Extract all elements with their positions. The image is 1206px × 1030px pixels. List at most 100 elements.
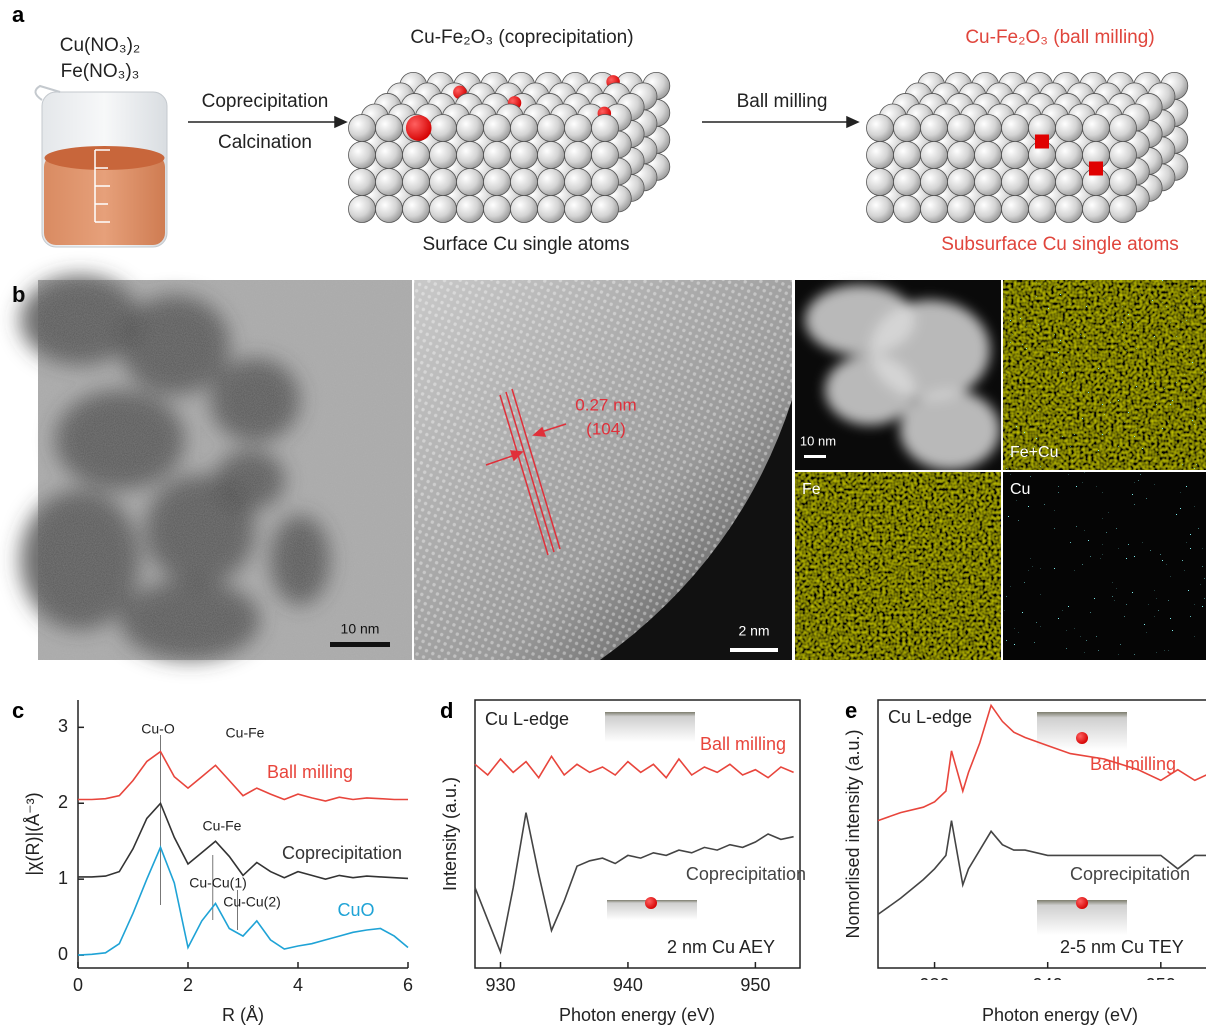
series-line xyxy=(475,756,794,777)
atom xyxy=(484,142,511,169)
atom xyxy=(565,169,592,196)
x-tick-label: 940 xyxy=(1033,975,1063,995)
tem-image xyxy=(20,275,412,660)
atom xyxy=(1056,115,1083,142)
annotation: 2-5 nm Cu TEY xyxy=(1060,937,1184,957)
y-tick-label: 0 xyxy=(58,944,68,964)
atom xyxy=(565,142,592,169)
atom xyxy=(457,115,484,142)
map-label: Cu xyxy=(1010,481,1030,498)
atom xyxy=(511,142,538,169)
atom xyxy=(948,196,975,223)
panel-label: b xyxy=(12,282,25,307)
atom xyxy=(430,115,457,142)
atom xyxy=(921,115,948,142)
map-label: Fe+Cu xyxy=(1010,444,1058,461)
annotation: Cu-Cu(2) xyxy=(223,894,281,910)
x-tick-label: 950 xyxy=(1146,975,1176,995)
lattice-spacing: 0.27 nm xyxy=(575,395,636,414)
atom xyxy=(1083,115,1110,142)
atom xyxy=(376,169,403,196)
annotation: Cu-Fe xyxy=(226,725,265,741)
atom xyxy=(430,142,457,169)
atom xyxy=(484,196,511,223)
step-label: Calcination xyxy=(218,132,312,153)
series-line xyxy=(78,803,408,879)
x-axis-label: R (Å) xyxy=(222,1005,264,1025)
panel-label: e xyxy=(845,698,857,723)
atom xyxy=(1110,169,1137,196)
atom xyxy=(894,196,921,223)
atom xyxy=(511,196,538,223)
atom xyxy=(1002,115,1029,142)
atom xyxy=(565,196,592,223)
atom xyxy=(376,196,403,223)
atom xyxy=(538,142,565,169)
chart: 930940950Cu L-edge2 nm Cu AEYBall millin… xyxy=(475,700,806,995)
figure: a b c d e Cu(NO₃)₂ Fe(NO₃)₃ Coprecipitat… xyxy=(0,0,1206,1030)
atom xyxy=(1110,115,1137,142)
atom xyxy=(975,196,1002,223)
chart: 930940950Cu L-edge2-5 nm Cu TEYBall mill… xyxy=(878,700,1206,995)
atom xyxy=(538,115,565,142)
product-caption: Surface Cu single atoms xyxy=(423,234,630,255)
atom xyxy=(592,115,619,142)
atom-slab xyxy=(867,72,1188,222)
atom xyxy=(376,142,403,169)
annotation: Cu L-edge xyxy=(485,709,569,729)
atom xyxy=(592,169,619,196)
x-tick-label: 6 xyxy=(403,975,413,995)
series-label: CuO xyxy=(337,900,374,920)
atom xyxy=(975,115,1002,142)
atom xyxy=(538,169,565,196)
chart: 02460123Cu-OCu-FeCu-FeCu-Cu(1)Cu-Cu(2)Ba… xyxy=(58,700,413,995)
panel-label: a xyxy=(12,2,25,27)
atom xyxy=(948,115,975,142)
atom xyxy=(565,115,592,142)
atom xyxy=(511,169,538,196)
atom xyxy=(403,196,430,223)
atom xyxy=(592,196,619,223)
atom xyxy=(484,169,511,196)
atom xyxy=(921,142,948,169)
annotation: 2 nm Cu AEY xyxy=(667,937,775,957)
atom xyxy=(1002,142,1029,169)
atom xyxy=(511,115,538,142)
atom xyxy=(538,196,565,223)
scale-bar-label: 10 nm xyxy=(800,433,836,448)
atom xyxy=(975,169,1002,196)
product-caption: Subsurface Cu single atoms xyxy=(941,234,1179,255)
atom xyxy=(867,196,894,223)
atom xyxy=(867,115,894,142)
atom xyxy=(867,142,894,169)
series-label: Coprecipitation xyxy=(686,864,806,884)
x-tick-label: 950 xyxy=(740,975,770,995)
y-tick-label: 1 xyxy=(58,868,68,888)
annotation: Cu L-edge xyxy=(888,707,972,727)
atom xyxy=(894,169,921,196)
atom xyxy=(948,169,975,196)
atom xyxy=(1083,196,1110,223)
atom xyxy=(1002,196,1029,223)
y-tick-label: 3 xyxy=(58,716,68,736)
atom xyxy=(894,142,921,169)
cu-atom xyxy=(1035,135,1049,149)
atom xyxy=(430,196,457,223)
annotation: Cu-O xyxy=(141,721,175,737)
atom xyxy=(457,169,484,196)
step-label: Ball milling xyxy=(737,91,828,112)
atom xyxy=(349,115,376,142)
annotation: Cu-Fe xyxy=(203,818,242,834)
atom xyxy=(1056,169,1083,196)
atom xyxy=(1029,196,1056,223)
series-label: Coprecipitation xyxy=(1070,864,1190,884)
atom xyxy=(1029,169,1056,196)
beaker xyxy=(35,86,167,247)
product-title: Cu-Fe₂O₃ (ball milling) xyxy=(965,27,1154,48)
series-label: Coprecipitation xyxy=(282,843,402,863)
cu-atom xyxy=(406,115,432,141)
precursor: Fe(NO₃)₃ xyxy=(61,61,140,82)
series-line xyxy=(78,752,408,801)
atom xyxy=(484,115,511,142)
